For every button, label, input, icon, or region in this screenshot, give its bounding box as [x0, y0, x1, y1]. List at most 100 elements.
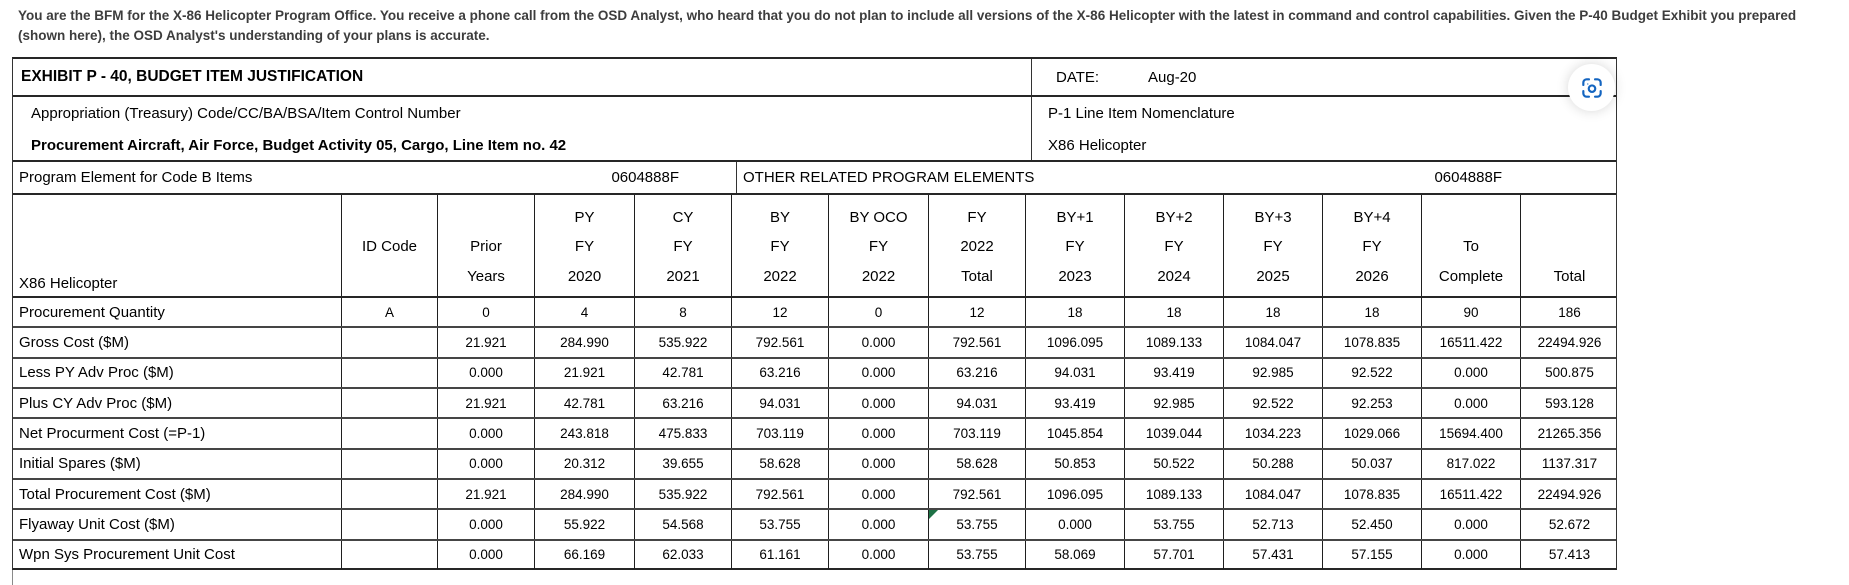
column-header-line: Years	[467, 267, 505, 285]
column-header-line: 2022	[763, 267, 797, 285]
value-cell: 39.655	[634, 449, 731, 478]
value-cell: 16511.422	[1421, 328, 1520, 357]
column-header-line	[1521, 203, 1618, 232]
appropriation-row: Appropriation (Treasury) Code/CC/BA/BSA/…	[13, 97, 1616, 130]
id-code-cell	[341, 449, 437, 478]
column-header: BY FY 2022	[731, 195, 828, 296]
value-cell: 0.000	[828, 419, 928, 448]
column-header: CY FY 2021	[634, 195, 731, 296]
value-cell: 94.031	[928, 388, 1025, 418]
value-cell: 50.037	[1322, 449, 1421, 478]
excel-error-indicator	[929, 510, 938, 520]
table-row: Wpn Sys Procurement Unit Cost 0.000 66.169…	[13, 538, 1618, 569]
value-cell: 18	[1025, 298, 1124, 327]
value-cell: 1084.047	[1223, 328, 1322, 357]
id-code-cell	[341, 540, 437, 569]
value-cell: 94.031	[731, 388, 828, 418]
scenario-instructions: You are the BFM for the X-86 Helicopter …	[18, 8, 1797, 44]
value-cell: 53.755	[928, 510, 1025, 539]
value-cell: 535.922	[634, 479, 731, 509]
value-cell: 54.568	[634, 510, 731, 539]
column-header-line: BY+4	[1353, 209, 1391, 227]
value-cell: 57.155	[1322, 540, 1421, 569]
value-cell: 22494.926	[1520, 328, 1618, 357]
value-cell: 0.000	[1421, 388, 1520, 418]
value-cell: 18	[1322, 298, 1421, 327]
value-cell: 1029.066	[1322, 419, 1421, 448]
value-cell: 792.561	[928, 328, 1025, 357]
id-code-cell	[341, 479, 437, 509]
column-header-line: 2024	[1157, 267, 1191, 285]
value-cell: 52.450	[1322, 510, 1421, 539]
value-cell: 21.921	[437, 479, 534, 509]
row-label: Less PY Adv Proc ($M)	[19, 364, 174, 382]
value-cell: 21.921	[534, 358, 634, 387]
value-cell: 66.169	[534, 540, 634, 569]
value-cell: 500.875	[1520, 358, 1618, 387]
row-label: Procurement Quantity	[19, 303, 165, 321]
value-cell: 50.522	[1124, 449, 1223, 478]
column-header-line: FY	[1164, 238, 1184, 256]
column-header-line: Complete	[1438, 267, 1504, 285]
column-header-line: FY	[673, 238, 693, 256]
value-cell: 1039.044	[1124, 419, 1223, 448]
value-cell: 0.000	[1421, 540, 1520, 569]
table-row: Procurement Quantity A 0 4 8 12 0 12 18 18 18 18 90 1…	[13, 298, 1616, 327]
value-cell: 57.413	[1520, 540, 1618, 569]
value-cell: 58.628	[731, 449, 828, 478]
column-header-line	[1422, 203, 1520, 232]
value-cell: 1096.095	[1025, 479, 1124, 509]
value-cell: 0.000	[828, 388, 928, 418]
screen-capture-button[interactable]	[1568, 64, 1615, 111]
column-header-line: BY+2	[1155, 209, 1193, 227]
value-cell: 58.628	[928, 449, 1025, 478]
column-header-line: FY	[1362, 238, 1382, 256]
value-cell: 0.000	[437, 358, 534, 387]
column-header-line	[342, 203, 437, 232]
row-label-column-header: X86 Helicopter	[19, 275, 118, 292]
value-cell: 1078.835	[1322, 328, 1421, 357]
value-cell: 1089.133	[1124, 328, 1223, 357]
value-cell: 62.033	[634, 540, 731, 569]
column-header-line: FY	[967, 209, 987, 227]
value-cell: 22494.926	[1520, 479, 1618, 509]
value-cell: 90	[1421, 298, 1520, 327]
table-row: Total Procurement Cost ($M) 21.921 284.990…	[13, 477, 1618, 509]
value-cell: 42.781	[634, 358, 731, 387]
p1-nomenclature-value: X86 Helicopter	[1048, 136, 1147, 154]
value-cell: 703.119	[928, 419, 1025, 448]
value-cell: 0.000	[828, 510, 928, 539]
value-cell: 18	[1124, 298, 1223, 327]
column-header-line: 2021	[666, 267, 700, 285]
table-row: Initial Spares ($M) 0.000 20.312 39.655 58.6…	[13, 447, 1616, 478]
column-header-line: FY	[770, 238, 790, 256]
exhibit-title: EXHIBIT P - 40, BUDGET ITEM JUSTIFICATIO…	[21, 68, 364, 85]
value-cell: 1034.223	[1223, 419, 1322, 448]
column-header-line: FY	[574, 238, 595, 256]
column-header-line: To	[1463, 238, 1479, 256]
value-cell: 792.561	[731, 479, 828, 509]
value-cell: 92.522	[1223, 388, 1322, 418]
value-cell: 53.755	[928, 540, 1025, 569]
value-cell: 0.000	[1421, 510, 1520, 539]
program-element-label: Program Element for Code B Items	[19, 169, 253, 186]
value-cell: 52.713	[1223, 510, 1322, 539]
column-header-line: FY	[1065, 238, 1085, 256]
column-header-line: BY	[769, 209, 790, 227]
value-cell: 0.000	[828, 449, 928, 478]
value-cell: 0	[437, 298, 534, 327]
value-cell: 0.000	[1421, 358, 1520, 387]
date-value: Aug-20	[1148, 68, 1197, 86]
column-header-line: 2025	[1256, 267, 1290, 285]
value-cell: 475.833	[634, 419, 731, 448]
column-header-line: 2022	[861, 267, 896, 285]
value-cell: 0.000	[828, 540, 928, 569]
column-header-line: FY	[868, 238, 889, 256]
appropriation-value: Procurement Aircraft, Air Force, Budget …	[31, 136, 567, 154]
value-cell: 0.000	[437, 540, 534, 569]
column-header-line: 2023	[1058, 267, 1092, 285]
other-related-value: 0604888F	[1434, 169, 1502, 186]
column-header-line: BY+1	[1056, 209, 1094, 227]
column-header-line: Total	[961, 267, 993, 285]
row-label: Gross Cost ($M)	[19, 333, 130, 351]
